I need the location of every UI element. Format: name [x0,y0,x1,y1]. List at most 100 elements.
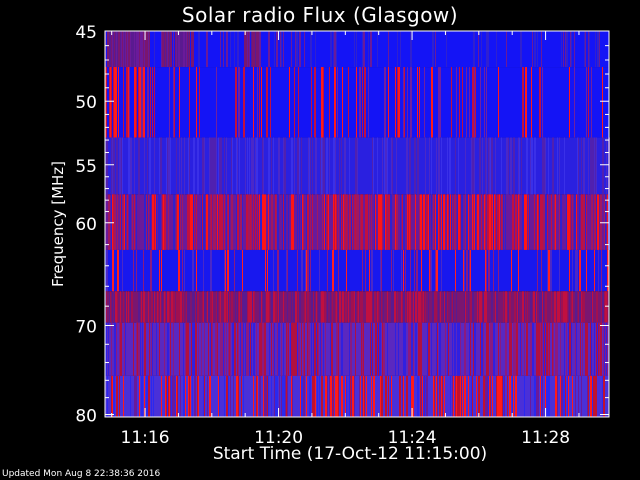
spectral-stripe [565,291,567,323]
spectral-stripe [570,31,571,68]
spectral-stripe [322,194,323,250]
spectral-stripe [436,194,437,250]
spectral-stripe [289,67,290,138]
spectral-stripe [554,194,555,250]
spectral-stripe [353,375,354,417]
spectral-stripe [338,194,339,250]
spectral-stripe [219,194,220,250]
spectral-stripe [220,291,221,323]
spectral-stripe [169,31,170,68]
spectral-stripe [517,322,518,376]
spectral-stripe [113,31,114,68]
spectral-stripe [391,375,392,417]
spectral-stripe [311,291,312,323]
spectral-stripe [518,249,519,292]
spectral-stripe [396,194,397,250]
spectral-stripe [493,194,494,250]
spectral-stripe [456,375,457,417]
spectral-stripe [548,249,550,292]
spectral-stripe [141,67,142,138]
spectral-stripe [580,322,581,376]
spectral-stripe [310,375,311,417]
spectral-stripe [215,194,216,250]
spectral-stripe [261,291,262,323]
x-axis-label: Start Time (17-Oct-12 11:15:00) [212,444,488,464]
spectral-stripe [444,194,445,250]
spectral-stripe [217,194,218,250]
spectral-stripe [161,375,162,417]
spectral-stripe [261,194,262,250]
spectral-stripe [138,291,139,323]
spectral-stripe [595,31,596,68]
spectral-stripe [237,322,238,376]
spectral-stripe [303,375,304,417]
spectral-stripe [269,322,270,376]
spectral-stripe [167,375,168,417]
spectral-stripe [217,291,218,323]
spectral-stripe [271,194,273,250]
spectral-stripe [105,322,107,376]
spectral-stripe [508,137,509,195]
spectral-stripe [176,137,177,195]
spectral-stripe [483,322,484,376]
spectral-stripe [271,322,272,376]
spectral-stripe [337,67,338,138]
spectral-stripe [414,137,416,195]
spectral-stripe [188,31,189,68]
spectral-stripe [250,194,251,250]
spectral-stripe [426,194,428,250]
spectral-stripe [253,67,254,138]
spectral-stripe [327,194,328,250]
spectral-stripe [259,31,261,68]
spectral-stripe [131,291,133,323]
spectral-stripe [435,31,436,68]
spectral-stripe [146,375,147,417]
spectral-stripe [165,291,166,323]
spectral-stripe [310,249,311,292]
spectral-stripe [257,375,258,417]
spectral-stripe [475,194,476,250]
frequency-band [105,194,610,250]
spectral-stripe [505,194,506,250]
spectral-stripe [503,375,504,417]
spectral-stripe [118,31,119,68]
spectral-stripe [491,137,493,195]
spectral-stripe [516,322,517,376]
spectral-stripe [148,291,149,323]
spectral-stripe [531,67,532,138]
spectral-stripe [417,137,419,195]
spectral-stripe [157,291,158,323]
spectral-stripe [441,249,442,292]
spectral-stripe [279,322,280,376]
spectral-stripe [387,291,388,323]
spectral-stripe [381,375,383,417]
spectral-stripe [150,249,151,292]
spectral-stripe [339,137,340,195]
spectral-stripe [253,375,254,417]
spectral-stripe [315,375,316,417]
spectral-stripe [482,322,483,376]
spectral-stripe [177,375,178,417]
spectral-stripe [308,249,309,292]
spectral-stripe [495,137,496,195]
spectral-stripe [167,291,169,323]
spectral-stripe [275,194,276,250]
spectral-stripe [341,375,342,417]
spectral-stripe [122,194,124,250]
spectral-stripe [186,291,187,323]
spectral-stripe [371,194,372,250]
spectral-stripe [315,322,316,376]
spectral-stripe [371,31,372,68]
spectral-stripe [409,291,411,323]
spectral-stripe [209,375,211,417]
spectral-stripe [283,194,284,250]
spectral-stripe [124,322,125,376]
spectral-stripe [194,194,195,250]
spectral-stripe [186,31,187,68]
spectral-stripe [597,291,598,323]
spectral-stripe [312,291,313,323]
spectral-stripe [364,31,365,68]
spectral-stripe [241,375,242,417]
spectral-stripe [291,137,293,195]
spectral-stripe [184,137,185,195]
